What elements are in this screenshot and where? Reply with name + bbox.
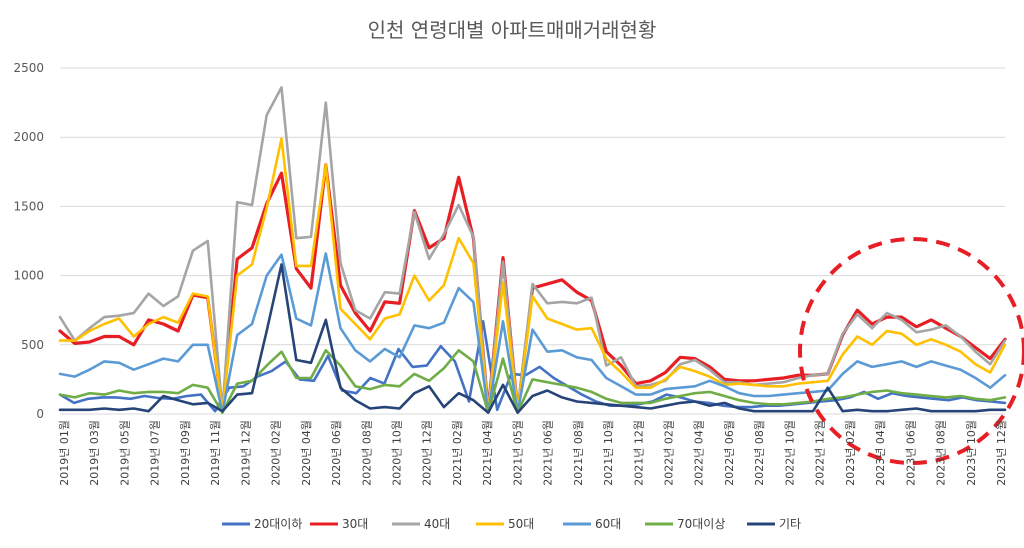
x-tick-label: 2021년 06월 [542, 420, 555, 486]
y-tick-label: 0 [36, 407, 44, 421]
y-axis: 0 500 1000 1500 2000 2500 [13, 61, 44, 421]
x-tick-label: 2022년 08월 [753, 420, 766, 486]
x-tick-label: 2023년 10월 [965, 420, 978, 486]
grid [60, 67, 1005, 415]
x-tick-label: 2021년 12월 [632, 420, 645, 486]
x-tick-label: 2021년 08월 [572, 420, 585, 486]
series-line-2 [58, 86, 1007, 413]
series-line-5 [58, 348, 1007, 414]
x-tick-label: 2020년 04월 [300, 420, 313, 486]
legend-label: 40대 [424, 517, 450, 531]
x-tick-label: 2019년 12월 [239, 420, 252, 486]
x-tick-label: 2021년 05월 [511, 420, 524, 486]
x-tick-label: 2020년 12월 [421, 420, 434, 486]
y-tick-label: 500 [21, 338, 44, 352]
chart-title: 인천 연령대별 아파트매매거래현황 [368, 18, 657, 42]
x-tick-label: 2023년 12월 [995, 420, 1008, 486]
x-tick-label: 2022년 02월 [663, 420, 676, 486]
x-tick-label: 2023년 04월 [874, 420, 887, 486]
legend-label: 60대 [595, 517, 621, 531]
x-tick-label: 2022년 06월 [723, 420, 736, 486]
legend-label: 70대이상 [677, 517, 725, 531]
legend-label: 50대 [508, 517, 534, 531]
x-tick-label: 2021년 02월 [451, 420, 464, 486]
legend-label: 기타 [779, 517, 801, 531]
x-tick-label: 2022년 10월 [783, 420, 796, 486]
y-tick-label: 1000 [13, 269, 44, 283]
x-tick-label: 2022년 12월 [814, 420, 827, 486]
series-line-4 [58, 252, 1007, 414]
x-tick-label: 2019년 03월 [88, 420, 101, 486]
x-tick-label: 2020년 06월 [330, 420, 343, 486]
y-tick-label: 2500 [13, 61, 44, 75]
x-tick-label: 2021년 10월 [602, 420, 615, 486]
x-tick-label: 2019년 05월 [119, 420, 132, 486]
x-tick-label: 2020년 10월 [391, 420, 404, 486]
series-line-3 [58, 137, 1007, 414]
legend-label: 30대 [342, 517, 368, 531]
y-tick-label: 2000 [13, 130, 44, 144]
series-lines [58, 86, 1007, 414]
x-tick-label: 2019년 01월 [58, 420, 71, 486]
x-tick-label: 2021년 04월 [481, 420, 494, 486]
x-tick-label: 2019년 07월 [149, 420, 162, 486]
x-tick-label: 2019년 11월 [209, 420, 222, 486]
x-tick-label: 2023년 08월 [935, 420, 948, 486]
x-tick-label: 2023년 02월 [844, 420, 857, 486]
series-line-6 [58, 263, 1007, 414]
x-tick-label: 2022년 04월 [693, 420, 706, 486]
legend: 20대이하 30대 40대 50대 60대 70대이상 기타 [222, 517, 801, 531]
x-tick-label: 2023년 06월 [904, 420, 917, 486]
highlight-circle [798, 237, 1024, 465]
x-tick-label: 2019년 09월 [179, 420, 192, 486]
y-tick-label: 1500 [13, 199, 44, 213]
x-tick-label: 2020년 08월 [360, 420, 373, 486]
x-axis: 2019년 01월 2019년 03월 2019년 05월 2019년 07월 2019… [58, 420, 1008, 486]
legend-label: 20대이하 [254, 517, 302, 531]
x-tick-label: 2020년 02월 [270, 420, 283, 486]
